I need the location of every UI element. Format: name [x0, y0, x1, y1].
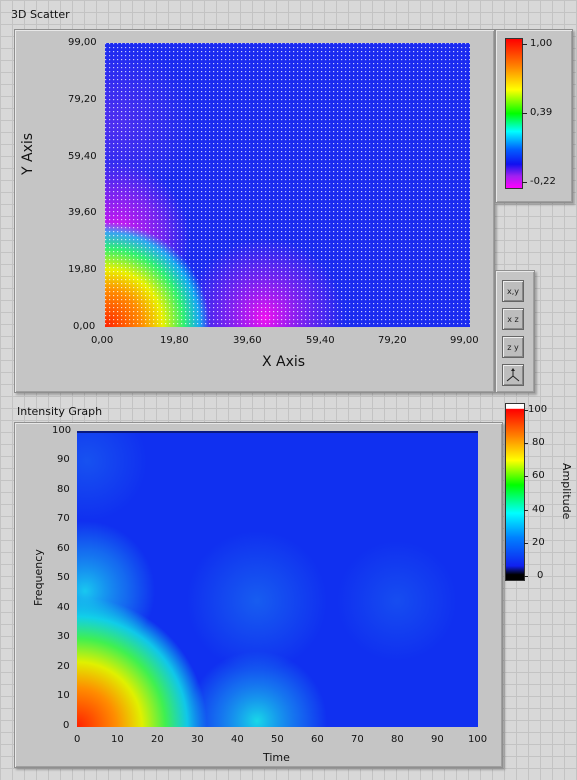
intensity-x-tick: 20 [151, 734, 164, 745]
scatter-x-tick: 99,00 [450, 335, 479, 346]
scatter-scale-tick: 1,00 [530, 38, 553, 49]
intensity-scale-tickmark [524, 443, 528, 444]
intensity-scale-tick: 100 [528, 404, 548, 415]
intensity-y-tick: 0 [63, 720, 70, 731]
intensity-scale-tick: 80 [532, 437, 545, 448]
scatter-y-tick: 99,00 [68, 37, 97, 48]
scatter-y-tick: 19,80 [68, 264, 97, 275]
scatter-y-tick: 59,40 [68, 151, 97, 162]
intensity-x-tick: 70 [351, 734, 364, 745]
intensity-x-tick: 30 [191, 734, 204, 745]
intensity-scale-tickmark [524, 576, 528, 577]
xz-plane-view-button[interactable]: x z [502, 308, 524, 330]
intensity-title: Intensity Graph [17, 405, 103, 418]
intensity-colorscale-label: Amplitude [560, 463, 573, 520]
scatter-plot-area[interactable] [105, 43, 470, 327]
3d-view-icon [506, 368, 520, 382]
xy-plane-view-button[interactable]: x,y [502, 280, 524, 302]
scatter-x-tick: 79,20 [378, 335, 407, 346]
intensity-scale-tickmark [524, 410, 528, 411]
intensity-y-tick: 90 [57, 454, 70, 465]
intensity-scale-tick: 0 [537, 570, 544, 581]
intensity-x-axis-label: Time [263, 751, 290, 764]
intensity-y-tick: 20 [57, 661, 70, 672]
scatter-y-axis-label: Y Axis [20, 132, 36, 175]
intensity-x-tick: 40 [231, 734, 244, 745]
scatter-x-axis-label: X Axis [262, 354, 306, 370]
scatter-title: 3D Scatter [11, 8, 70, 21]
3d-view-button[interactable] [502, 364, 524, 386]
intensity-colorscale-ramp[interactable] [505, 403, 525, 581]
intensity-y-tick: 100 [52, 425, 72, 436]
intensity-x-tick: 90 [431, 734, 444, 745]
intensity-scale-tick: 40 [532, 504, 545, 515]
scatter-y-tick: 79,20 [68, 94, 97, 105]
scatter-y-tick: 0,00 [73, 321, 96, 332]
intensity-x-tick: 80 [391, 734, 404, 745]
intensity-scale-tickmark [524, 476, 528, 477]
scatter-scale-tickmark [522, 182, 527, 183]
intensity-y-tick: 50 [57, 572, 70, 583]
scatter-heatmap [105, 43, 470, 327]
intensity-scale-tick: 60 [532, 470, 545, 481]
scatter-x-tick: 19,80 [160, 335, 189, 346]
xy-plane-icon: x,y [506, 286, 519, 296]
intensity-y-tick: 40 [57, 602, 70, 613]
yz-plane-icon: z y [507, 342, 519, 352]
scatter-scale-tickmark [522, 44, 527, 45]
scatter-scale-tickmark [522, 113, 527, 114]
yz-plane-view-button[interactable]: z y [502, 336, 524, 358]
scatter-scale-tick: -0,22 [530, 176, 556, 187]
intensity-heatmap [77, 431, 478, 727]
scatter-scale-tick: 0,39 [530, 107, 553, 118]
scatter-x-tick: 0,00 [91, 335, 114, 346]
intensity-scale-tick: 20 [532, 537, 545, 548]
intensity-x-tick: 100 [468, 734, 488, 745]
intensity-y-tick: 10 [57, 690, 70, 701]
intensity-x-tick: 10 [111, 734, 124, 745]
intensity-y-tick: 60 [57, 543, 70, 554]
scatter-x-tick: 39,60 [233, 335, 262, 346]
intensity-x-tick: 60 [311, 734, 324, 745]
intensity-x-tick: 50 [271, 734, 284, 745]
intensity-y-tick: 30 [57, 631, 70, 642]
xz-plane-icon: x z [507, 314, 519, 324]
intensity-plot-area[interactable] [77, 431, 478, 727]
intensity-y-tick: 70 [57, 513, 70, 524]
intensity-scale-tickmark [524, 510, 528, 511]
scatter-colorscale-ramp[interactable] [505, 38, 523, 189]
intensity-y-axis-label: Frequency [32, 549, 45, 606]
intensity-y-tick: 80 [57, 484, 70, 495]
scatter-y-tick: 39,60 [68, 207, 97, 218]
scatter-x-tick: 59,40 [306, 335, 335, 346]
intensity-x-tick: 0 [74, 734, 81, 745]
intensity-scale-tickmark [524, 543, 528, 544]
